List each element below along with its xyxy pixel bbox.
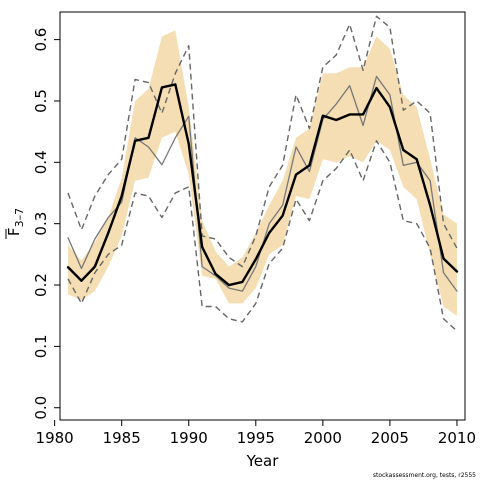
x-tick-label: 2010 — [438, 429, 476, 447]
y-axis-title-main: F — [5, 227, 23, 236]
y-tick-label: 0.6 — [32, 28, 50, 52]
series-layer — [66, 15, 459, 332]
x-axis-title: Year — [246, 452, 280, 470]
x-tick-label: 1985 — [103, 429, 141, 447]
footer-note: stockassessment.org, tests, r2555 — [373, 472, 476, 479]
y-tick-label: 0.3 — [32, 212, 50, 236]
y-tick-label: 0.0 — [32, 396, 50, 420]
x-tick-label: 1980 — [36, 429, 74, 447]
y-tick-label: 0.1 — [32, 334, 50, 358]
x-tick-label: 2000 — [304, 429, 342, 447]
series-line-estimate — [66, 83, 459, 287]
series-line-lower-interval — [67, 140, 458, 332]
x-tick-label: 1990 — [170, 429, 208, 447]
plot-frame — [59, 11, 466, 421]
x-axis: 1980 1985 1990 1995 2000 2005 2010 — [36, 420, 476, 447]
y-axis: 0.0 0.1 0.2 0.3 0.4 0.5 0.6 — [32, 28, 60, 420]
x-tick-label: 2005 — [371, 429, 409, 447]
y-axis-title: F3–7 — [5, 208, 26, 239]
series-line-upper-interval — [67, 15, 458, 268]
y-tick-label: 0.2 — [32, 273, 50, 297]
y-tick-label: 0.4 — [32, 150, 50, 174]
x-tick-label: 1995 — [237, 429, 275, 447]
y-tick-label: 0.5 — [32, 89, 50, 113]
y-axis-title-subscript: 3–7 — [13, 208, 26, 228]
svg-text:F3–7: F3–7 — [5, 208, 26, 236]
